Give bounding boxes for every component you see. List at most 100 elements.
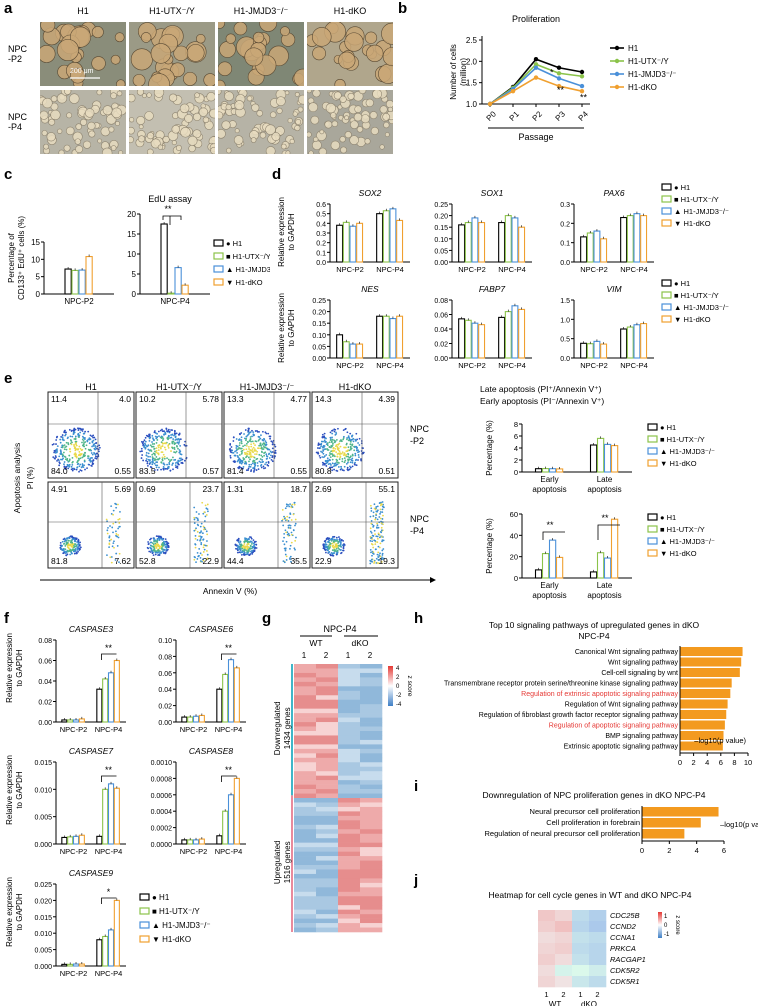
event-dot (352, 440, 355, 443)
cell-blob (148, 73, 170, 86)
event-dot (166, 543, 169, 546)
event-dot (117, 534, 120, 536)
event-dot (230, 451, 232, 454)
y-axis-title-line: Number of cells (449, 44, 458, 100)
cell-blob (170, 62, 185, 78)
micrograph (307, 90, 393, 154)
bar (113, 899, 120, 967)
heat-cell (360, 757, 383, 763)
event-dot (324, 441, 327, 443)
event-dot (206, 553, 209, 556)
event-dot (339, 452, 342, 455)
heat-cell (572, 932, 590, 944)
cell-blob (382, 47, 393, 67)
heat-cell (360, 717, 383, 723)
event-dot (204, 515, 207, 518)
event-dot (88, 437, 91, 440)
bar (61, 836, 68, 845)
event-dot (337, 542, 339, 545)
event-dot (342, 435, 345, 438)
event-dot (158, 457, 160, 460)
heat-cell (316, 672, 339, 678)
event-dot (242, 458, 245, 461)
cell-blob (114, 32, 125, 43)
event-dot (262, 465, 265, 468)
bar (389, 318, 397, 359)
event-dot (325, 437, 327, 440)
event-dot (358, 456, 360, 459)
cell-blob (350, 120, 359, 130)
event-dot (71, 435, 74, 438)
heat-cell (294, 896, 317, 902)
cell-blob (146, 148, 154, 154)
event-dot (77, 436, 80, 438)
cell-blob (289, 138, 295, 144)
pathway-label: Extrinsic apoptotic signaling pathway (564, 744, 679, 751)
event-dot (331, 436, 333, 439)
event-dot (155, 545, 157, 548)
x-category-label: NPC-P4 (376, 265, 404, 274)
event-dot (325, 453, 328, 456)
event-dot (154, 550, 157, 553)
quadrant-ul: 0.69 (139, 484, 156, 494)
event-dot (264, 446, 267, 449)
event-dot (75, 468, 78, 471)
heat-cell (338, 793, 361, 799)
cell-blob (234, 100, 245, 111)
cell-blob (43, 143, 49, 150)
cell-blob (312, 46, 326, 61)
event-dot (64, 456, 67, 459)
cell-blob (369, 111, 378, 120)
bar (626, 215, 634, 263)
heat-cell (360, 695, 383, 701)
event-dot (66, 463, 69, 466)
legend-swatch (213, 239, 224, 247)
heat-cell (360, 878, 383, 884)
event-dot (322, 463, 324, 466)
event-dot (245, 456, 247, 459)
event-dot (177, 437, 180, 440)
event-dot (263, 446, 266, 449)
y-axis-title: Percentage (%) (485, 518, 494, 574)
event-dot (281, 508, 284, 511)
event-dot (349, 445, 352, 448)
event-dot (285, 555, 288, 558)
y-tick-label: 0.05 (434, 248, 448, 255)
legend-label: ▲ H1-JMJD3⁻/⁻ (674, 303, 729, 312)
event-dot (322, 452, 325, 455)
event-dot (162, 430, 165, 433)
event-dot (248, 450, 250, 453)
event-dot (252, 470, 255, 473)
event-dot (245, 452, 247, 454)
event-dot (257, 447, 259, 450)
event-dot (87, 438, 90, 441)
bar (96, 688, 103, 723)
pathway-bar (680, 657, 742, 667)
cell-blob (74, 138, 81, 145)
heat-cell (338, 708, 361, 714)
event-dot (341, 458, 344, 460)
event-dot (74, 428, 77, 431)
event-dot (77, 550, 79, 553)
event-dot (145, 451, 148, 454)
event-dot (381, 508, 384, 511)
event-dot (282, 560, 285, 563)
event-dot (52, 456, 55, 459)
event-dot (155, 447, 158, 450)
event-dot (335, 542, 338, 545)
event-dot (245, 444, 248, 447)
event-dot (258, 460, 261, 463)
event-dot (110, 561, 113, 564)
quadrant-ul: 11.4 (51, 394, 67, 404)
event-dot (55, 436, 58, 439)
event-dot (245, 462, 248, 465)
cell-blob (129, 93, 136, 103)
event-dot (75, 456, 78, 459)
gene-title: SOX2 (359, 188, 382, 198)
cell-blob (69, 93, 80, 104)
heat-cell (338, 775, 361, 781)
heat-cell (316, 686, 339, 692)
event-dot (337, 427, 339, 430)
event-dot (158, 466, 160, 469)
heat-cell (338, 668, 361, 674)
